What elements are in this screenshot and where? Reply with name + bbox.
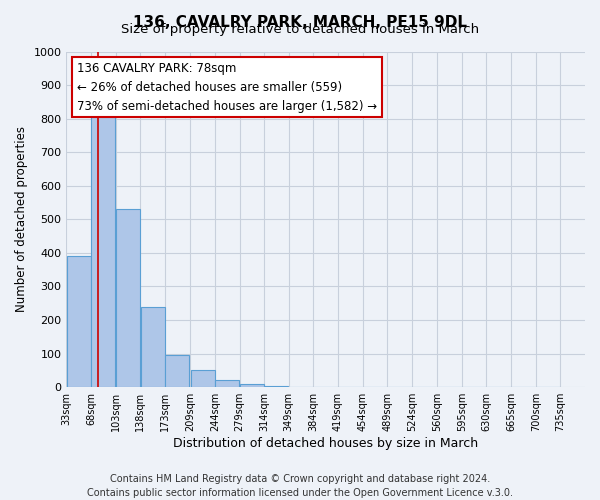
Bar bbox=[240, 384, 264, 387]
Y-axis label: Number of detached properties: Number of detached properties bbox=[15, 126, 28, 312]
Text: 136, CAVALRY PARK, MARCH, PE15 9DL: 136, CAVALRY PARK, MARCH, PE15 9DL bbox=[133, 15, 467, 30]
Bar bbox=[191, 370, 215, 387]
Bar bbox=[67, 256, 91, 387]
Bar bbox=[116, 210, 140, 387]
Text: 136 CAVALRY PARK: 78sqm
← 26% of detached houses are smaller (559)
73% of semi-d: 136 CAVALRY PARK: 78sqm ← 26% of detache… bbox=[77, 62, 377, 112]
Bar bbox=[265, 386, 289, 387]
Bar bbox=[215, 380, 239, 387]
Bar bbox=[140, 306, 164, 387]
Text: Contains HM Land Registry data © Crown copyright and database right 2024.
Contai: Contains HM Land Registry data © Crown c… bbox=[87, 474, 513, 498]
X-axis label: Distribution of detached houses by size in March: Distribution of detached houses by size … bbox=[173, 437, 478, 450]
Text: Size of property relative to detached houses in March: Size of property relative to detached ho… bbox=[121, 22, 479, 36]
Bar bbox=[91, 108, 115, 387]
Bar bbox=[165, 356, 189, 387]
